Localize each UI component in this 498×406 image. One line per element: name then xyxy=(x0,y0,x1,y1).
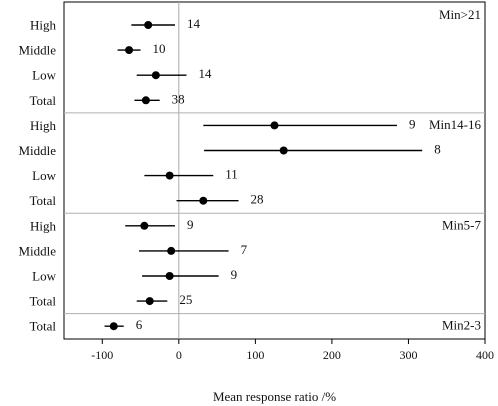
row-label: Middle xyxy=(18,143,56,158)
sample-size-label: 10 xyxy=(153,41,166,56)
mean-point xyxy=(165,171,174,180)
sample-size-label: 28 xyxy=(251,192,264,207)
group-label: Min5-7 xyxy=(442,217,482,232)
x-tick-label: 0 xyxy=(176,348,182,362)
mean-point xyxy=(151,71,160,80)
x-axis-label: Mean response ratio /% xyxy=(213,389,336,404)
plot-frame xyxy=(63,1,486,340)
mean-point xyxy=(165,272,174,280)
group-label: Min14-16 xyxy=(429,117,482,132)
row-label: High xyxy=(30,18,57,33)
mean-point xyxy=(145,297,154,306)
mean-point xyxy=(144,21,153,29)
row-label: Total xyxy=(29,294,56,309)
sample-size-label: 11 xyxy=(225,167,238,182)
row-label: Low xyxy=(32,68,56,83)
mean-point xyxy=(140,221,149,230)
row-label: High xyxy=(30,218,57,233)
row-label: Middle xyxy=(18,243,56,258)
group-label: Min>21 xyxy=(439,7,481,22)
row-label: Low xyxy=(32,168,56,183)
sample-size-label: 9 xyxy=(409,116,416,131)
mean-point xyxy=(109,322,118,331)
row-label: Middle xyxy=(18,43,56,58)
row-label: Total xyxy=(29,93,56,108)
sample-size-label: 8 xyxy=(434,142,441,157)
mean-point xyxy=(279,146,288,155)
sample-size-label: 25 xyxy=(179,292,192,307)
mean-point xyxy=(270,121,279,130)
sample-size-label: 6 xyxy=(136,317,143,332)
x-tick-label: 200 xyxy=(323,348,341,362)
group-label: Min2-3 xyxy=(442,318,481,333)
sample-size-label: 9 xyxy=(231,267,238,282)
mean-point xyxy=(199,196,208,205)
row-label: High xyxy=(30,118,57,133)
sample-size-label: 9 xyxy=(187,217,194,232)
sample-size-label: 14 xyxy=(198,66,212,81)
x-tick-label: -100 xyxy=(91,348,113,362)
mean-point xyxy=(125,46,134,55)
mean-point xyxy=(167,246,176,255)
row-label: Total xyxy=(29,193,56,208)
row-label: Total xyxy=(29,319,56,334)
sample-size-label: 14 xyxy=(187,16,201,31)
sample-size-label: 38 xyxy=(172,91,185,106)
sample-size-label: 7 xyxy=(241,242,248,257)
x-tick-label: 300 xyxy=(399,348,417,362)
row-label: Low xyxy=(32,269,56,284)
x-tick-label: 100 xyxy=(246,348,264,362)
mean-point xyxy=(141,96,150,105)
x-tick-label: 400 xyxy=(476,348,494,362)
